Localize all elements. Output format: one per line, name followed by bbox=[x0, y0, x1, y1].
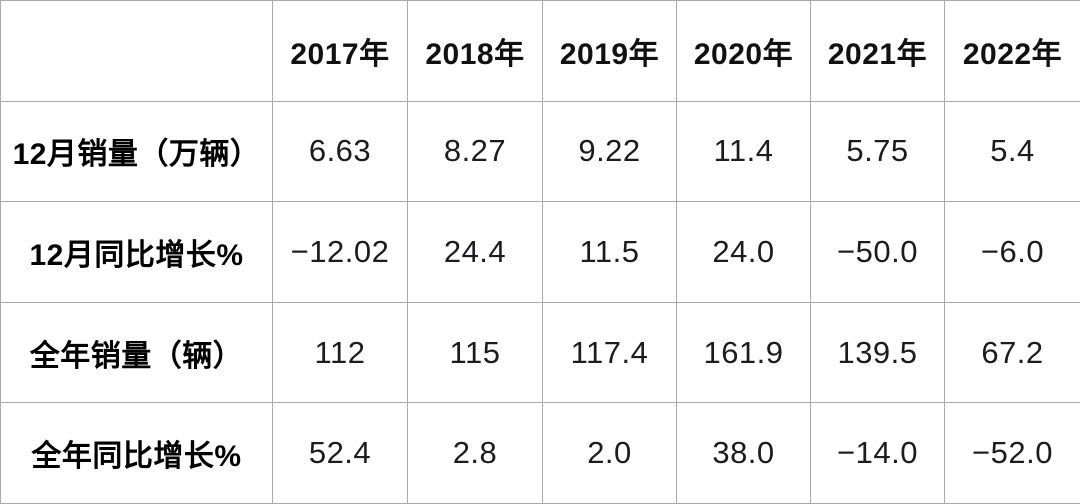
year-header-2018: 2018年 bbox=[407, 0, 543, 102]
data-cell: 5.4 bbox=[944, 100, 1080, 203]
data-cell: 2.8 bbox=[407, 402, 543, 504]
table-row-annual-yoy: 全年同比增长% 52.4 2.8 2.0 38.0 −14.0 −52.0 bbox=[0, 402, 1080, 504]
data-cell: −14.0 bbox=[810, 402, 945, 504]
table-row-december-sales: 12月销量（万辆） 6.63 8.27 9.22 11.4 5.75 5.4 bbox=[0, 100, 1080, 203]
row-label-annual-yoy: 全年同比增长% bbox=[0, 402, 273, 504]
data-cell: 67.2 bbox=[944, 301, 1080, 404]
year-header-2022: 2022年 bbox=[944, 0, 1080, 102]
data-cell: −50.0 bbox=[810, 201, 945, 303]
data-cell: 11.4 bbox=[676, 100, 811, 203]
data-cell: 2.0 bbox=[542, 402, 677, 504]
corner-empty-cell bbox=[0, 0, 273, 102]
data-cell: 9.22 bbox=[542, 100, 677, 203]
data-cell: −6.0 bbox=[944, 201, 1080, 303]
data-cell: 38.0 bbox=[676, 402, 811, 504]
row-label-december-sales: 12月销量（万辆） bbox=[0, 100, 273, 203]
year-header-2019: 2019年 bbox=[542, 0, 677, 102]
header-row: 2017年 2018年 2019年 2020年 2021年 2022年 bbox=[0, 0, 1080, 102]
data-cell: 11.5 bbox=[542, 201, 677, 303]
data-cell: 115 bbox=[407, 301, 543, 404]
data-cell: 161.9 bbox=[676, 301, 811, 404]
year-header-2017: 2017年 bbox=[272, 0, 408, 102]
data-cell: 52.4 bbox=[272, 402, 408, 504]
year-header-2020: 2020年 bbox=[676, 0, 811, 102]
data-cell: −12.02 bbox=[272, 201, 408, 303]
data-cell: 117.4 bbox=[542, 301, 677, 404]
data-cell: 139.5 bbox=[810, 301, 945, 404]
year-header-2021: 2021年 bbox=[810, 0, 945, 102]
table-row-annual-sales: 全年销量（辆） 112 115 117.4 161.9 139.5 67.2 bbox=[0, 301, 1080, 404]
table-row-december-yoy: 12月同比增长% −12.02 24.4 11.5 24.0 −50.0 −6.… bbox=[0, 201, 1080, 303]
row-label-december-yoy: 12月同比增长% bbox=[0, 201, 273, 303]
data-cell: 6.63 bbox=[272, 100, 408, 203]
data-cell: 5.75 bbox=[810, 100, 945, 203]
data-cell: 24.4 bbox=[407, 201, 543, 303]
data-cell: −52.0 bbox=[944, 402, 1080, 504]
row-label-annual-sales: 全年销量（辆） bbox=[0, 301, 273, 404]
data-cell: 112 bbox=[272, 301, 408, 404]
data-cell: 8.27 bbox=[407, 100, 543, 203]
data-cell: 24.0 bbox=[676, 201, 811, 303]
